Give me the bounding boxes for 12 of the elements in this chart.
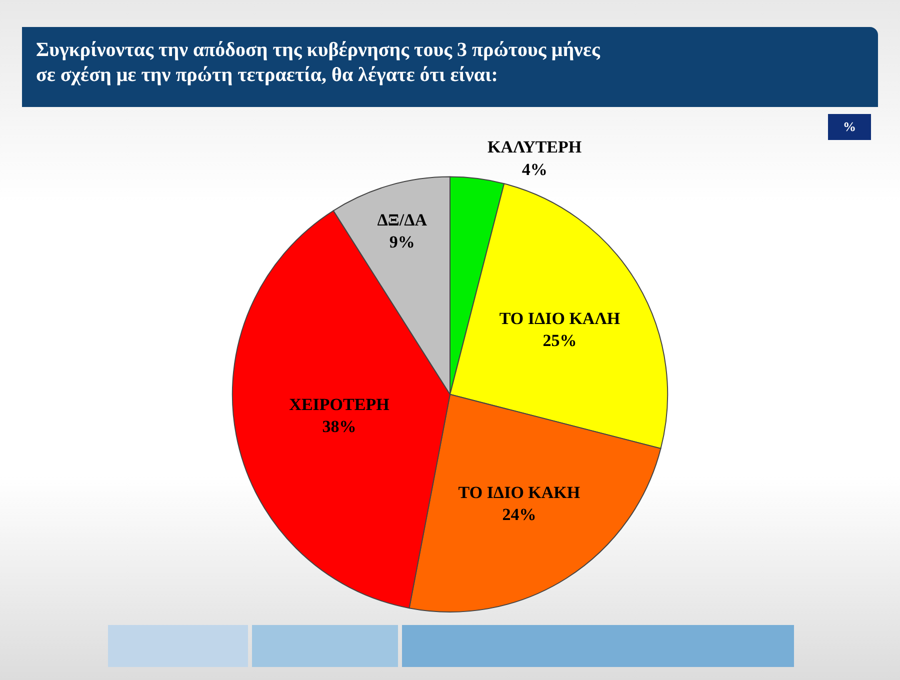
text: % [828,114,871,140]
data-label: 9% [389,232,415,252]
slice-label: ΔΞ/ΔΑ [377,210,428,230]
data-label: 38% [322,417,356,436]
data-label: 25% [542,331,577,350]
slice-label: ΤΟ ΙΔΙΟ ΚΑΛΗ [499,308,620,328]
chart-title: Συγκρίνοντας την απόδοση της κυβέρνησης τους 3 πρώτους μήνες σε σχέση με την πρώτη τετραετία, θα λέγατε ότι είναι: [36,38,602,88]
slice-label: ΧΕΙΡΟΤΕΡΗ [289,394,390,414]
data-label: 4% [522,160,548,179]
slice-label: ΤΟ ΙΔΙΟ ΚΑΚΗ [458,482,580,502]
data-label: 24% [502,505,536,524]
slice-label: ΚΑΛΥΤΕΡΗ [488,138,582,157]
